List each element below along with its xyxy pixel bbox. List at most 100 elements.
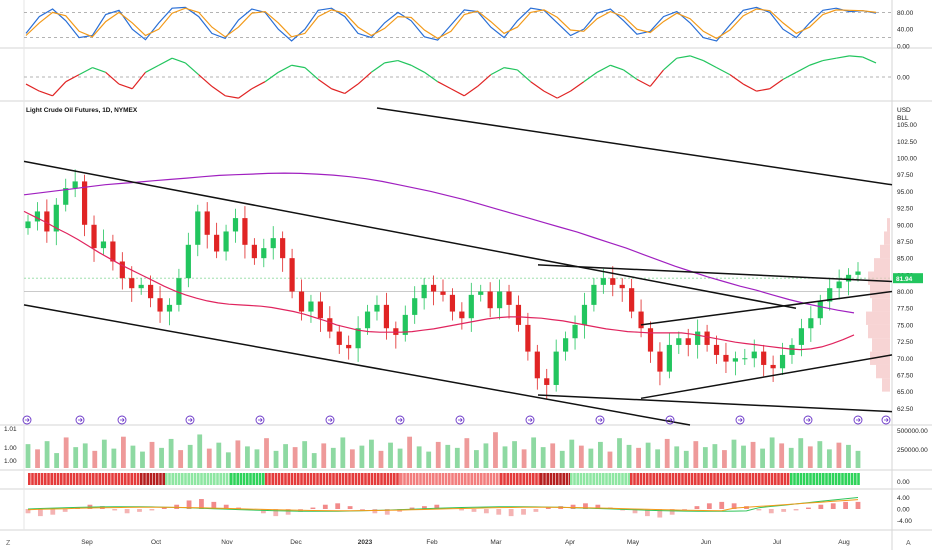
candle-body[interactable] xyxy=(440,291,446,295)
auto-scale-toggle-icon[interactable]: A xyxy=(906,540,911,547)
candle-body[interactable] xyxy=(421,284,427,299)
candle-body[interactable] xyxy=(34,211,41,222)
candle-body[interactable] xyxy=(185,244,191,279)
candle-body[interactable] xyxy=(798,328,805,345)
event-marker-icon[interactable] xyxy=(75,415,85,425)
candle-body[interactable] xyxy=(214,234,220,252)
candle-body[interactable] xyxy=(317,301,323,319)
candle-body[interactable] xyxy=(430,284,437,292)
candle-body[interactable] xyxy=(695,331,701,345)
candle-body[interactable] xyxy=(393,328,399,335)
candle-body[interactable] xyxy=(176,278,182,305)
event-marker-icon[interactable] xyxy=(735,415,745,425)
candle-body[interactable] xyxy=(166,304,173,312)
candle-body[interactable] xyxy=(270,238,276,249)
candle-body[interactable] xyxy=(506,291,512,305)
trendline[interactable] xyxy=(23,304,691,426)
candle-body[interactable] xyxy=(827,288,833,302)
trendline[interactable] xyxy=(537,394,893,413)
candle-body[interactable] xyxy=(817,301,823,319)
candle-body[interactable] xyxy=(119,261,125,279)
event-marker-icon[interactable] xyxy=(803,415,813,425)
candle-body[interactable] xyxy=(383,304,390,329)
trendline[interactable] xyxy=(376,107,893,186)
candle-body[interactable] xyxy=(402,314,408,335)
candle-body[interactable] xyxy=(374,304,380,312)
candle-body[interactable] xyxy=(770,364,776,369)
candle-body[interactable] xyxy=(327,318,333,332)
candle-body[interactable] xyxy=(346,344,352,349)
candle-body[interactable] xyxy=(789,344,795,355)
candle-body[interactable] xyxy=(534,351,540,379)
candle-body[interactable] xyxy=(53,204,59,232)
candle-body[interactable] xyxy=(638,311,644,329)
candle-body[interactable] xyxy=(591,284,597,305)
candle-body[interactable] xyxy=(845,274,852,282)
candle-body[interactable] xyxy=(91,224,97,249)
trendline[interactable] xyxy=(640,354,893,400)
candle-body[interactable] xyxy=(148,284,154,299)
candle-body[interactable] xyxy=(25,221,31,229)
candle-body[interactable] xyxy=(676,338,682,345)
event-marker-icon[interactable] xyxy=(325,415,335,425)
event-marker-icon[interactable] xyxy=(665,415,675,425)
candle-body[interactable] xyxy=(195,211,201,245)
candle-body[interactable] xyxy=(600,278,606,285)
candle-body[interactable] xyxy=(289,258,295,292)
event-marker-icon[interactable] xyxy=(22,415,32,425)
event-marker-icon[interactable] xyxy=(395,415,405,425)
candle-body[interactable] xyxy=(713,344,720,355)
candle-body[interactable] xyxy=(355,328,361,349)
candle-body[interactable] xyxy=(732,358,738,362)
trendline[interactable] xyxy=(23,160,797,309)
candle-body[interactable] xyxy=(704,331,710,345)
candle-body[interactable] xyxy=(779,354,786,369)
candle-body[interactable] xyxy=(581,304,588,325)
event-marker-icon[interactable] xyxy=(853,415,863,425)
candle-body[interactable] xyxy=(298,291,305,312)
candle-body[interactable] xyxy=(364,311,371,329)
candle-body[interactable] xyxy=(81,181,88,225)
candle-body[interactable] xyxy=(666,344,672,372)
trendline[interactable] xyxy=(640,290,893,326)
candle-body[interactable] xyxy=(657,351,663,372)
event-marker-icon[interactable] xyxy=(525,415,535,425)
candle-body[interactable] xyxy=(63,188,69,205)
candle-body[interactable] xyxy=(515,304,522,325)
candle-body[interactable] xyxy=(742,358,748,360)
candle-body[interactable] xyxy=(336,331,342,345)
candle-body[interactable] xyxy=(553,351,559,385)
candle-body[interactable] xyxy=(572,324,578,339)
candle-body[interactable] xyxy=(723,354,729,362)
candle-body[interactable] xyxy=(610,278,616,285)
candle-body[interactable] xyxy=(478,291,484,295)
candle-body[interactable] xyxy=(647,328,654,352)
event-marker-icon[interactable] xyxy=(881,415,891,425)
candle-body[interactable] xyxy=(468,294,474,319)
candle-body[interactable] xyxy=(138,284,144,289)
candle-body[interactable] xyxy=(157,298,163,312)
candle-body[interactable] xyxy=(496,291,503,309)
event-marker-icon[interactable] xyxy=(117,415,127,425)
log-scale-toggle-icon[interactable]: Z xyxy=(6,540,11,547)
candle-body[interactable] xyxy=(412,298,418,315)
candle-body[interactable] xyxy=(487,291,493,309)
candle-body[interactable] xyxy=(242,218,248,245)
candle-body[interactable] xyxy=(223,231,229,252)
candle-body[interactable] xyxy=(44,211,50,232)
event-marker-icon[interactable] xyxy=(255,415,265,425)
candle-body[interactable] xyxy=(204,211,210,235)
candle-body[interactable] xyxy=(100,241,107,249)
candle-body[interactable] xyxy=(232,218,239,232)
price-panel[interactable]: Light Crude Oil Futures, 1D, NYMEX USD B… xyxy=(22,107,923,426)
candle-body[interactable] xyxy=(449,294,456,312)
candle-body[interactable] xyxy=(751,351,757,359)
candle-body[interactable] xyxy=(836,281,842,289)
candle-body[interactable] xyxy=(72,181,78,189)
event-marker-icon[interactable] xyxy=(455,415,465,425)
candle-body[interactable] xyxy=(629,288,635,312)
candle-body[interactable] xyxy=(525,324,531,352)
candle-body[interactable] xyxy=(308,301,314,312)
candle-body[interactable] xyxy=(251,244,257,259)
candle-body[interactable] xyxy=(544,378,550,385)
